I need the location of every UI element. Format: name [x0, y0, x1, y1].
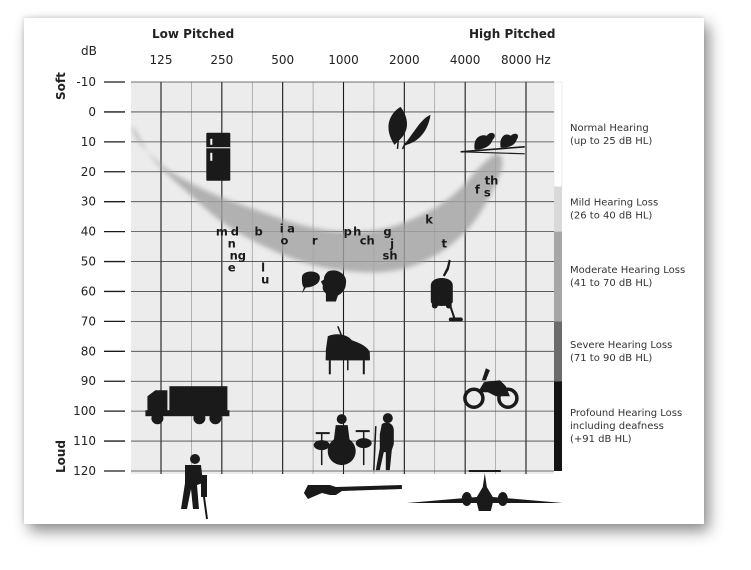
loudness-band-label-3-1: (71 to 90 dB HL)	[570, 353, 652, 364]
speech-sound-14: ch	[360, 234, 375, 248]
y-tick-label-10: 90	[81, 374, 96, 388]
speech-sound-10: o	[280, 234, 288, 248]
loudness-band-4	[554, 381, 562, 471]
loudness-band-label-2-0: Moderate Hearing Loss	[570, 265, 685, 276]
loudness-band-1	[554, 186, 562, 232]
y-tick-label-12: 110	[73, 434, 96, 448]
y-tick-label-0: -10	[76, 75, 96, 89]
loudness-band-label-4-2: (+91 dB HL)	[570, 434, 632, 445]
speech-banana	[132, 126, 503, 273]
piano-icon	[325, 326, 370, 375]
x-tick-label-6: 8000 Hz	[501, 53, 551, 67]
low-pitched-header: Low Pitched	[152, 27, 234, 41]
speech-sound-20: f	[475, 183, 481, 197]
birds-icon	[460, 132, 525, 155]
loudness-band-3	[554, 321, 562, 382]
loudness-band-label-1-1: (26 to 40 dB HL)	[570, 211, 652, 222]
speech-sound-7: e	[228, 261, 236, 275]
speech-sound-4: a	[287, 222, 295, 236]
loudness-band-2	[554, 231, 562, 322]
y-tick-label-2: 10	[81, 135, 96, 149]
leaves-icon	[388, 106, 431, 150]
speech-sound-21: s	[484, 186, 491, 200]
singer-icon	[373, 413, 394, 471]
high-pitched-header: High Pitched	[469, 27, 556, 41]
loudness-band-0	[553, 81, 563, 187]
refrigerator-icon	[206, 132, 231, 181]
truck-icon	[145, 386, 230, 425]
db-unit-label: dB	[81, 44, 97, 58]
figure-frame: m d b i a n ng e l u o r p h ch g j sh k t f s th -10 0 10 20 30 40…	[24, 18, 704, 524]
y-tick-label-11: 100	[73, 404, 96, 418]
airplane-icon	[406, 470, 563, 511]
x-tick-label-3: 1000	[328, 53, 359, 67]
y-tick-label-3: 20	[81, 165, 96, 179]
motorcycle-icon	[463, 368, 519, 409]
speech-sound-17: sh	[383, 249, 398, 263]
y-tick-label-5: 40	[81, 225, 96, 239]
loudness-band-label-2-1: (41 to 70 dB HL)	[570, 278, 652, 289]
y-tick-label-4: 30	[81, 195, 96, 209]
y-tick-label-13: 120	[73, 464, 96, 478]
loudness-band-label-3-0: Severe Hearing Loss	[570, 340, 672, 351]
x-tick-label-2: 500	[271, 53, 294, 67]
vacuum-cleaner-icon	[430, 259, 463, 322]
speech-sound-16: j	[389, 237, 394, 251]
loudness-band-label-0-0: Normal Hearing	[570, 123, 649, 134]
rifle-icon	[303, 485, 402, 499]
speech-sound-0: m	[216, 225, 228, 239]
drummer-icon	[313, 414, 372, 466]
speech-sound-3: i	[280, 222, 284, 236]
x-tick-label-4: 2000	[389, 53, 420, 67]
x-tick-label-0: 125	[150, 53, 173, 67]
y-tick-label-6: 50	[81, 255, 96, 269]
y-tick-label-7: 60	[81, 284, 96, 298]
speech-sound-2: b	[254, 225, 262, 239]
speech-sound-18: k	[425, 213, 433, 227]
speech-sound-8: l	[261, 261, 265, 275]
soft-label: Soft	[54, 72, 68, 100]
y-tick-label-1: 0	[88, 105, 96, 119]
speech-sound-13: h	[353, 225, 361, 239]
speech-sound-11: r	[312, 234, 318, 248]
speech-sound-9: u	[261, 272, 269, 286]
speaking-person-icon	[301, 270, 347, 302]
x-tick-label-5: 4000	[450, 53, 481, 67]
speech-sound-1: d	[231, 225, 239, 239]
speech-sound-6: ng	[230, 249, 246, 263]
loud-label: Loud	[54, 440, 68, 473]
speech-sound-5: n	[228, 237, 236, 251]
y-tick-label-9: 80	[81, 344, 96, 358]
x-tick-label-1: 250	[210, 53, 233, 67]
speech-sound-12: p	[344, 225, 352, 239]
loudness-band-label-1-0: Mild Hearing Loss	[570, 198, 658, 209]
loudness-band-label-4-0: Profound Hearing Loss	[570, 408, 682, 419]
speech-sound-22: th	[485, 174, 499, 188]
loudness-band-label-4-1: including deafness	[570, 421, 664, 432]
speech-sound-19: t	[441, 237, 447, 251]
loudness-band-label-0-1: (up to 25 dB HL)	[570, 136, 652, 147]
jackhammer-worker-icon	[181, 454, 208, 520]
speech-sound-15: g	[383, 225, 391, 239]
y-tick-label-8: 70	[81, 314, 96, 328]
